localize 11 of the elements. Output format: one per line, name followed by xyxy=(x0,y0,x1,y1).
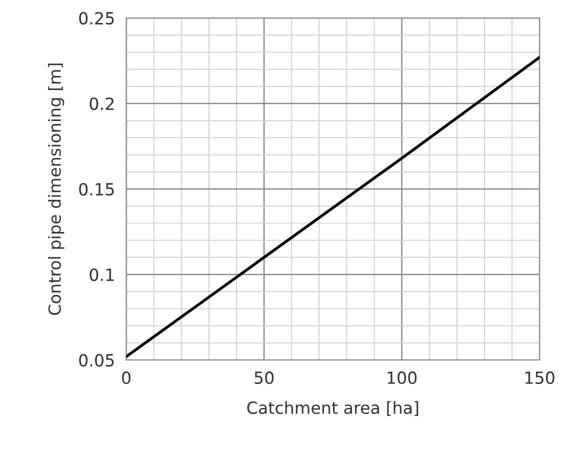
y-tick-label: 0.05 xyxy=(79,354,114,367)
y-tick-label: 0.15 xyxy=(79,182,114,196)
y-axis-title: Control pipe dimensioning [m] xyxy=(48,64,64,315)
x-tick-label: 0 xyxy=(122,371,130,384)
x-tick-label: 50 xyxy=(254,371,274,384)
y-tick-label: 0.1 xyxy=(90,268,114,282)
x-tick-label: 100 xyxy=(388,371,417,384)
y-tick-label: 0.25 xyxy=(79,12,114,25)
x-axis-title: Catchment area [ha] xyxy=(247,401,418,416)
y-tick-label: 0.2 xyxy=(90,97,114,110)
x-tick-label: 150 xyxy=(525,371,554,384)
